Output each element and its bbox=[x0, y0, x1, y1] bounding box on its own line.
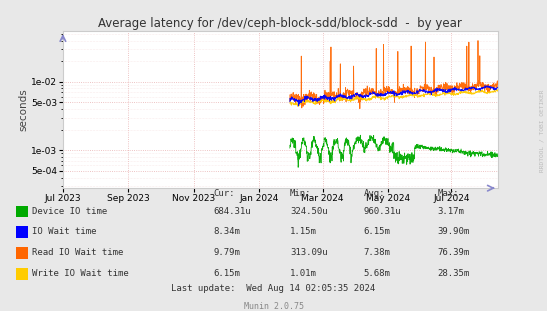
Text: 7.38m: 7.38m bbox=[364, 248, 391, 257]
Y-axis label: seconds: seconds bbox=[19, 88, 28, 131]
Text: 28.35m: 28.35m bbox=[438, 269, 470, 278]
Text: 6.15m: 6.15m bbox=[213, 269, 240, 278]
Text: Cur:: Cur: bbox=[213, 189, 235, 198]
Text: 5.68m: 5.68m bbox=[364, 269, 391, 278]
Text: IO Wait time: IO Wait time bbox=[32, 227, 96, 236]
Text: Write IO Wait time: Write IO Wait time bbox=[32, 269, 129, 278]
Text: 9.79m: 9.79m bbox=[213, 248, 240, 257]
Text: 39.90m: 39.90m bbox=[438, 227, 470, 236]
Text: 1.15m: 1.15m bbox=[290, 227, 317, 236]
Text: 76.39m: 76.39m bbox=[438, 248, 470, 257]
Text: RRDTOOL / TOBI OETIKER: RRDTOOL / TOBI OETIKER bbox=[539, 89, 544, 172]
Text: 1.01m: 1.01m bbox=[290, 269, 317, 278]
Text: Munin 2.0.75: Munin 2.0.75 bbox=[243, 301, 304, 310]
Text: Device IO time: Device IO time bbox=[32, 207, 107, 216]
Text: 960.31u: 960.31u bbox=[364, 207, 401, 216]
Text: 6.15m: 6.15m bbox=[364, 227, 391, 236]
Text: Max:: Max: bbox=[438, 189, 459, 198]
Text: 324.50u: 324.50u bbox=[290, 207, 328, 216]
Text: Avg:: Avg: bbox=[364, 189, 385, 198]
Text: Read IO Wait time: Read IO Wait time bbox=[32, 248, 123, 257]
Text: 313.09u: 313.09u bbox=[290, 248, 328, 257]
Text: Min:: Min: bbox=[290, 189, 311, 198]
Text: 3.17m: 3.17m bbox=[438, 207, 464, 216]
Text: Last update:  Wed Aug 14 02:05:35 2024: Last update: Wed Aug 14 02:05:35 2024 bbox=[171, 284, 376, 293]
Text: 8.34m: 8.34m bbox=[213, 227, 240, 236]
Text: 684.31u: 684.31u bbox=[213, 207, 251, 216]
Title: Average latency for /dev/ceph-block-sdd/block-sdd  -  by year: Average latency for /dev/ceph-block-sdd/… bbox=[98, 17, 462, 30]
